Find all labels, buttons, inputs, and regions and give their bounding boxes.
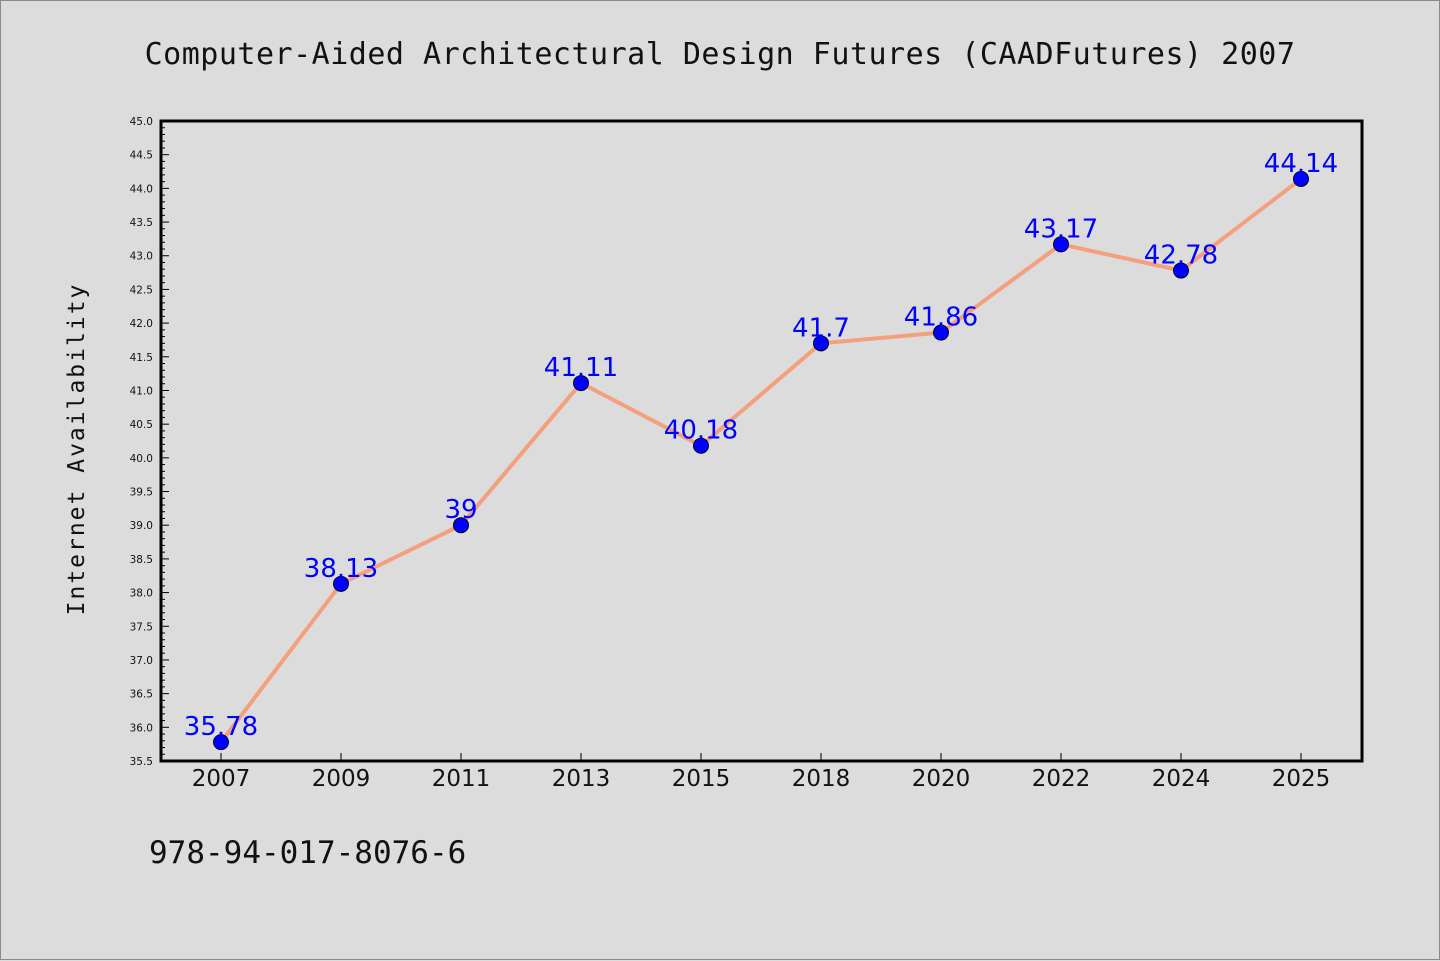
x-tick-label: 2009 [312, 766, 371, 792]
y-tick-label: 38.5 [130, 554, 153, 566]
x-tick-label: 2018 [792, 766, 851, 792]
y-tick-label: 41.0 [130, 385, 153, 397]
data-point [333, 575, 349, 592]
data-point [693, 437, 709, 454]
data-labels: 35.78 38.13 39 41.11 40.18 41.7 41.86 43.17 42.7… [184, 149, 1338, 742]
data-point [933, 324, 949, 341]
y-tick-label: 36.0 [130, 722, 153, 734]
y-tick-label: 43.5 [130, 217, 153, 229]
y-tick-label: 39.0 [130, 520, 153, 532]
chart-title: Computer-Aided Architectural Design Futu… [144, 37, 1296, 72]
x-tick-label: 2007 [192, 766, 251, 792]
y-tick-label: 44.5 [130, 150, 153, 162]
y-tick-label: 43.0 [130, 251, 153, 263]
y-tick-label: 35.5 [130, 756, 153, 768]
data-point [1173, 262, 1189, 279]
y-tick-label: 37.0 [130, 655, 153, 667]
isbn-text: 978-94-017-8076-6 [149, 835, 467, 871]
y-tick-label: 37.5 [130, 621, 153, 633]
x-tick-label: 2024 [1152, 766, 1211, 792]
data-point [1293, 170, 1309, 187]
y-tick-label: 42.0 [130, 318, 153, 330]
data-label: 38.13 [304, 554, 378, 584]
y-tick-label: 44.0 [130, 183, 153, 195]
y-tick-label: 40.5 [130, 419, 153, 431]
y-tick-label: 40.0 [130, 453, 153, 465]
data-label: 35.78 [184, 712, 258, 742]
x-tick-label: 2015 [672, 766, 731, 792]
data-label: 41.11 [544, 353, 618, 383]
series-line [219, 177, 1303, 744]
data-label: 43.17 [1024, 214, 1098, 244]
y-tick-label: 41.5 [130, 352, 153, 364]
x-tick-label: 2025 [1272, 766, 1331, 792]
y-tick-label: 45.0 [130, 116, 153, 128]
axis-ticks: 35.5 36.0 36.5 37.0 37.5 38.0 38.5 39.0 39.5 40.0… [130, 116, 1331, 792]
data-label: 41.7 [792, 313, 850, 343]
data-label: 44.14 [1264, 149, 1338, 179]
data-point [1053, 236, 1069, 253]
x-tick-label: 2011 [432, 766, 491, 792]
data-point [573, 375, 589, 392]
y-tick-label: 36.5 [130, 689, 153, 701]
data-point [213, 734, 229, 751]
data-label: 42.78 [1144, 241, 1218, 271]
series-layer [213, 170, 1309, 751]
data-point [813, 335, 829, 352]
data-label: 40.18 [664, 416, 738, 446]
y-tick-label: 38.0 [130, 588, 153, 600]
data-point [453, 517, 469, 534]
x-tick-label: 2022 [1032, 766, 1091, 792]
x-tick-label: 2020 [912, 766, 971, 792]
y-tick-label: 39.5 [130, 487, 153, 499]
data-label: 39 [444, 495, 477, 525]
data-label: 41.86 [904, 303, 978, 333]
y-tick-label: 42.5 [130, 284, 153, 296]
x-tick-label: 2013 [552, 766, 611, 792]
plot-area-frame [159, 119, 1364, 763]
